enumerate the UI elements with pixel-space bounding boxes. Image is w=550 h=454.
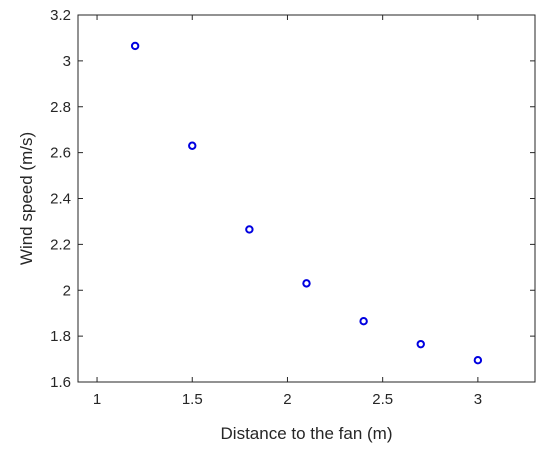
data-point — [359, 317, 368, 326]
y-tick-label: 2 — [63, 282, 71, 299]
x-tick-label: 1 — [93, 391, 101, 408]
y-tick-label: 2.2 — [50, 236, 71, 253]
data-point — [302, 279, 311, 288]
y-tick-label: 2.4 — [50, 191, 71, 208]
x-tick-label: 2.5 — [372, 391, 393, 408]
data-point — [473, 356, 483, 365]
x-tick-label: 3 — [474, 391, 482, 408]
data-point — [245, 225, 254, 234]
y-tick-label: 2.8 — [50, 99, 71, 116]
axes-box — [77, 14, 536, 383]
plot-area: 1 1.5 2 2.5 3 1.6 1.8 2 2.2 2.4 2.6 2.8 3 3.2 — [50, 7, 536, 408]
y-tick-label: 3 — [63, 53, 71, 70]
data-point — [130, 41, 140, 51]
y-axis-label: Wind speed (m/s) — [17, 132, 36, 265]
x-axis-label: Distance to the fan (m) — [221, 424, 393, 443]
y-tick-label: 3.2 — [50, 7, 71, 24]
data-point — [188, 141, 197, 150]
y-tick-label: 1.6 — [50, 374, 71, 391]
x-tick-label: 2 — [283, 391, 291, 408]
x-tick-label: 1.5 — [182, 391, 203, 408]
y-tick-label: 2.6 — [50, 145, 71, 162]
data-point — [416, 339, 425, 349]
y-tick-label: 1.8 — [50, 328, 71, 345]
